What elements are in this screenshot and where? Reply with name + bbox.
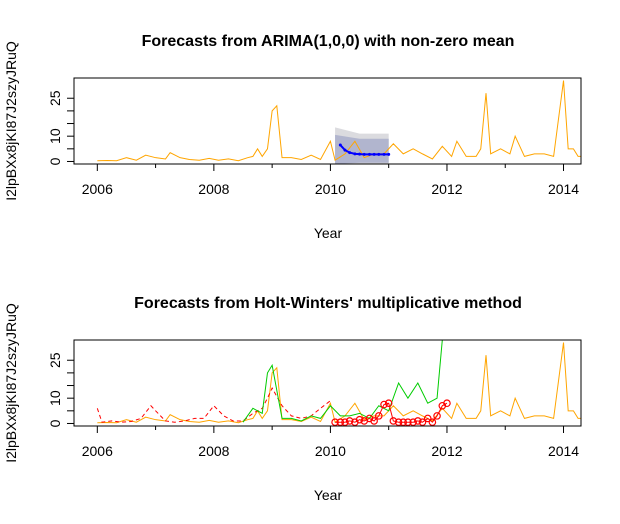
observed-line bbox=[97, 342, 581, 424]
actual-value-point bbox=[399, 418, 408, 427]
forecast-point bbox=[348, 151, 352, 155]
actual-value-point bbox=[380, 400, 388, 409]
x-tick-label: 2012 bbox=[431, 443, 462, 459]
forecast-point bbox=[377, 152, 381, 156]
x-tick-label: 2010 bbox=[315, 443, 346, 459]
actual-value-point bbox=[433, 412, 441, 420]
actual-value-point bbox=[428, 418, 437, 427]
chart-panel-holt-winters: Forecasts from Holt-Winters' multiplicat… bbox=[3, 295, 582, 503]
actual-value-point bbox=[384, 399, 393, 408]
x-tick-label: 2014 bbox=[548, 443, 579, 459]
actual-value-point bbox=[443, 399, 451, 408]
actual-value-point bbox=[345, 417, 354, 425]
y-tick-label: 0 bbox=[47, 419, 63, 427]
actual-value-point bbox=[414, 417, 422, 425]
actual-values-line bbox=[335, 402, 448, 423]
actual-value-point bbox=[404, 418, 412, 427]
x-tick-label: 2008 bbox=[198, 181, 229, 197]
actual-value-point bbox=[331, 418, 339, 427]
actual-value-point bbox=[374, 412, 383, 420]
x-tick-label: 2006 bbox=[82, 181, 113, 197]
x-tick-label: 2010 bbox=[315, 181, 346, 197]
plot-area-arima bbox=[73, 77, 582, 165]
chart-title-holt-winters: Forecasts from Holt-Winters' multiplicat… bbox=[134, 295, 522, 312]
fitted-line bbox=[96, 386, 331, 423]
x-axis-label-holt-winters: Year bbox=[314, 487, 343, 503]
y-tick-label: 10 bbox=[47, 390, 63, 406]
actual-value-point bbox=[341, 418, 349, 427]
x-tick-label: 2006 bbox=[82, 443, 113, 459]
series-lines bbox=[96, 339, 581, 427]
x-tick-label: 2012 bbox=[431, 181, 462, 197]
y-tick-label: 10 bbox=[47, 128, 63, 144]
x-axis-holt-winters: 2006 2008 2010 2012 2014 bbox=[82, 425, 579, 459]
prediction-intervals bbox=[335, 127, 389, 164]
actual-value-point bbox=[336, 418, 345, 427]
forecast-point bbox=[343, 148, 347, 152]
series-lines bbox=[97, 80, 581, 162]
actual-value-point bbox=[394, 418, 403, 427]
prediction-interval-80 bbox=[335, 134, 389, 164]
forecast-point bbox=[367, 152, 371, 156]
y-axis-label-arima: I2lpBXx8jKI87J2szyJRuQ bbox=[3, 41, 19, 201]
y-tick-label: 0 bbox=[47, 157, 63, 165]
actual-value-point bbox=[355, 415, 364, 424]
y-axis-arima: 0 10 25 bbox=[47, 90, 75, 165]
observed-line bbox=[97, 80, 581, 162]
plot-area-holt-winters bbox=[73, 339, 582, 427]
chart-title-arima: Forecasts from ARIMA(1,0,0) with non-zer… bbox=[142, 33, 515, 50]
chart-panel-arima: Forecasts from ARIMA(1,0,0) with non-zer… bbox=[3, 33, 582, 241]
forecast-point bbox=[372, 152, 376, 156]
x-tick-label: 2014 bbox=[548, 181, 579, 197]
x-axis-arima: 2006 2008 2010 2012 2014 bbox=[82, 163, 579, 197]
forecast-point bbox=[387, 152, 391, 156]
forecast-point bbox=[382, 152, 386, 156]
y-axis-holt-winters: 0 10 25 bbox=[47, 352, 75, 427]
actual-value-point bbox=[423, 414, 432, 423]
actual-value-point bbox=[370, 417, 378, 425]
forecast-point bbox=[358, 152, 362, 156]
y-axis-label-holt-winters: I2lpBXx8jKI87J2szyJRuQ bbox=[3, 303, 19, 463]
x-axis-label-arima: Year bbox=[314, 225, 343, 241]
x-tick-label: 2008 bbox=[198, 443, 229, 459]
forecast-point bbox=[362, 152, 366, 156]
y-tick-label: 25 bbox=[47, 352, 63, 368]
actual-value-point bbox=[418, 418, 427, 427]
actual-value-point bbox=[389, 417, 398, 425]
forecast-point bbox=[353, 152, 357, 156]
forecast-point bbox=[338, 143, 342, 147]
y-tick-label: 25 bbox=[47, 90, 63, 106]
actual-value-point bbox=[409, 418, 417, 427]
forecast-line bbox=[242, 339, 443, 423]
